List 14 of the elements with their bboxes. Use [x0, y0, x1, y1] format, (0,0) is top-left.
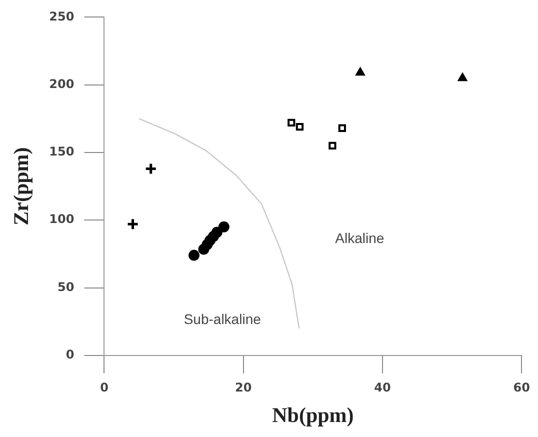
annotation: Alkaline [335, 230, 384, 246]
y-tick-label: 200 [49, 76, 74, 91]
y-tick-label: 250 [49, 9, 74, 24]
y-tick-label: 0 [66, 348, 74, 362]
y-tick-label: 150 [49, 144, 74, 159]
y-tick-label: 100 [49, 212, 74, 226]
y-axis-title: Zr(ppm) [9, 147, 34, 226]
x-tick-label: 0 [100, 380, 108, 395]
x-axis-title: Nb(ppm) [272, 402, 354, 427]
annotation: Sub-alkaline [184, 311, 262, 328]
y-tick-label: 50 [58, 280, 74, 294]
x-tick-label: 40 [374, 380, 391, 395]
x-tick-label: 60 [513, 380, 530, 395]
x-tick-label: 20 [235, 380, 252, 395]
